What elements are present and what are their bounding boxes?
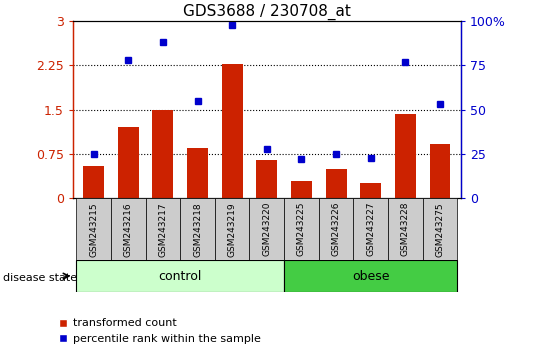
Legend: transformed count, percentile rank within the sample: transformed count, percentile rank withi…	[54, 314, 265, 348]
Bar	[388, 198, 423, 260]
Bar	[76, 198, 111, 260]
Bar	[111, 198, 146, 260]
Text: GSM243218: GSM243218	[193, 202, 202, 257]
Text: GSM243228: GSM243228	[401, 202, 410, 256]
Bar	[215, 198, 250, 260]
Bar	[326, 169, 347, 198]
Text: GSM243215: GSM243215	[89, 202, 98, 257]
Title: GDS3688 / 230708_at: GDS3688 / 230708_at	[183, 4, 351, 20]
Text: control: control	[158, 270, 202, 282]
Bar	[146, 198, 180, 260]
Bar	[180, 198, 215, 260]
Bar	[118, 127, 139, 198]
Bar	[257, 160, 277, 198]
Bar	[187, 148, 208, 198]
Text: GSM243275: GSM243275	[436, 202, 445, 257]
Bar	[284, 260, 458, 292]
Bar	[291, 181, 312, 198]
Bar	[395, 114, 416, 198]
Text: GSM243216: GSM243216	[124, 202, 133, 257]
Text: disease state: disease state	[3, 273, 77, 283]
Bar	[354, 198, 388, 260]
Bar	[361, 183, 381, 198]
Bar	[430, 144, 451, 198]
Text: GSM243217: GSM243217	[158, 202, 167, 257]
Text: obese: obese	[352, 270, 390, 282]
Bar	[284, 198, 319, 260]
Bar	[250, 198, 284, 260]
Bar	[83, 166, 104, 198]
Bar	[153, 110, 173, 198]
Bar	[76, 260, 284, 292]
Bar	[319, 198, 354, 260]
Bar	[423, 198, 458, 260]
Text: GSM243227: GSM243227	[367, 202, 375, 256]
Bar	[222, 64, 243, 198]
Text: GSM243226: GSM243226	[331, 202, 341, 256]
Text: GSM243219: GSM243219	[227, 202, 237, 257]
Text: GSM243225: GSM243225	[297, 202, 306, 256]
Text: GSM243220: GSM243220	[262, 202, 271, 256]
